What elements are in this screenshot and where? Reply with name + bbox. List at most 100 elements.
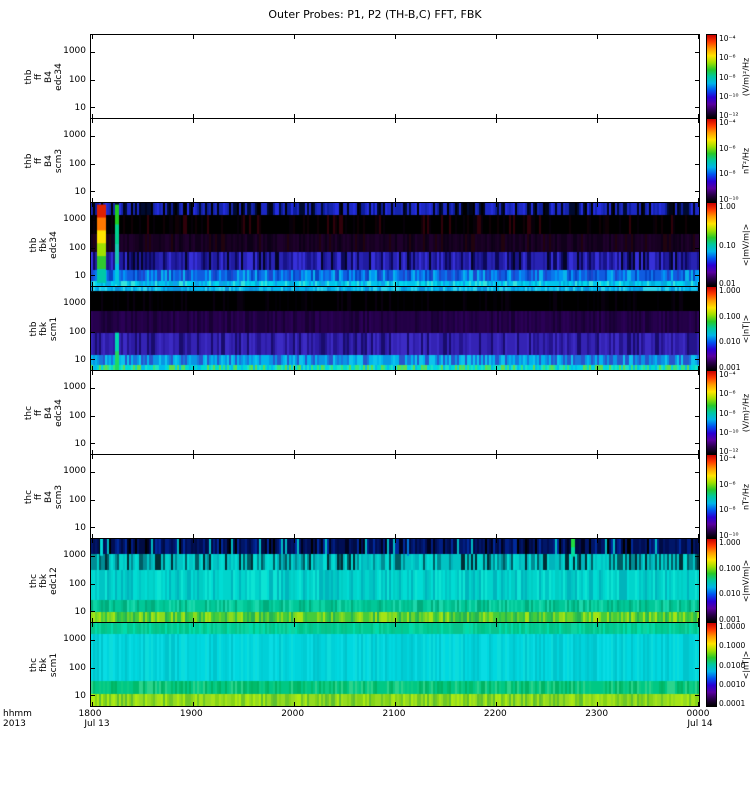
x-axis: 1800 1900 2000 2100 2200 2300 0000 Jul 13 Jul 14: [0, 707, 750, 737]
y-axis-tick: [695, 667, 699, 669]
x-axis-tick: [698, 35, 699, 39]
y-axis-tick: [695, 387, 699, 389]
y-tick-label: 1000: [63, 130, 86, 140]
panel-label: thb fbk scm1: [29, 316, 59, 341]
x-axis-tick: [597, 114, 598, 118]
y-axis-tick: [91, 303, 95, 305]
y-axis-tick: [91, 247, 95, 249]
x-axis-tick: [92, 114, 93, 118]
y-axis-tick: [91, 611, 95, 613]
colorbar-unit-label: nT²/Hz: [741, 147, 750, 174]
colorbar: [706, 538, 717, 623]
y-tick-label: 1000: [63, 46, 86, 56]
x-axis-tick: [496, 366, 497, 370]
colorbar-tick-label: 10⁻⁶: [719, 53, 736, 63]
colorbar-tick-label: 10⁻⁶: [719, 479, 736, 489]
x-axis-tick: [294, 114, 295, 118]
x-axis-tick: [193, 450, 194, 454]
x-axis-tick: [395, 282, 396, 286]
x-axis-tick: [92, 539, 93, 543]
colorbar-tick-label: 10⁻⁸: [719, 72, 736, 82]
x-axis-tick: [395, 618, 396, 622]
colorbar-tick-label: 10⁻⁸: [719, 169, 736, 179]
y-tick-label: 1000: [63, 214, 86, 224]
x-axis-tick: [698, 114, 699, 118]
panel-row-thc-ff-B4-scm3: thc ff B4 scm3 1000 100 10 10⁻⁴ 10⁻⁶ 10⁻⁸ 10⁻¹⁰…: [0, 454, 750, 540]
spectrogram-thb-fbk-scm1: [91, 287, 699, 370]
x-tick-label: 2100: [382, 709, 406, 719]
x-axis-tick: [193, 287, 194, 291]
colorbar: [706, 454, 717, 539]
spectrogram-thc-fbk-edc12: [91, 539, 699, 622]
x-axis-tick: [597, 287, 598, 291]
y-tick-label: 100: [68, 74, 86, 85]
colorbar-tick-label: 0.01: [719, 279, 736, 288]
y-tick-label: 100: [68, 662, 86, 673]
y-tick-label: 10: [74, 270, 86, 281]
x-axis-format-label: hhmm: [3, 709, 32, 719]
y-tick-label: 100: [68, 410, 86, 421]
y-axis-tick: [91, 331, 95, 333]
y-axis-tick: [91, 583, 95, 585]
x-axis-tick: [92, 198, 93, 202]
x-axis-tick: [597, 618, 598, 622]
x-axis-tick: [597, 366, 598, 370]
x-axis-tick: [496, 198, 497, 202]
x-axis-tick: [294, 282, 295, 286]
x-axis-tick: [496, 618, 497, 622]
x-axis-tick: [395, 371, 396, 375]
colorbar-tick-label: 0.0100: [719, 660, 746, 670]
colorbar-tick-label: 0.100: [719, 563, 741, 573]
y-tick-label: 1000: [63, 298, 86, 308]
x-axis-tick: [698, 450, 699, 454]
x-axis-tick: [395, 455, 396, 459]
colorbar-tick-label: 0.001: [719, 615, 741, 624]
y-axis-tick: [91, 471, 95, 473]
y-axis-tick: [695, 303, 699, 305]
x-axis-tick: [496, 282, 497, 286]
x-axis-tick: [698, 623, 699, 627]
y-tick-label: 10: [74, 354, 86, 365]
y-tick-label: 100: [68, 326, 86, 337]
x-axis-tick: [496, 287, 497, 291]
y-axis-tick: [695, 359, 699, 361]
x-axis-tick: [395, 366, 396, 370]
y-tick-label: 10: [74, 522, 86, 533]
colorbar: [706, 370, 717, 455]
x-axis-tick: [496, 450, 497, 454]
y-axis-tick: [695, 219, 699, 221]
y-axis-tick: [695, 527, 699, 529]
x-axis-tick: [395, 623, 396, 627]
y-tick-label: 10: [74, 438, 86, 449]
y-axis-tick: [695, 443, 699, 445]
x-axis-tick: [395, 287, 396, 291]
colorbar-tick-label: 10⁻⁴: [719, 370, 736, 379]
y-axis-tick: [91, 359, 95, 361]
x-axis-tick: [92, 702, 93, 706]
x-axis-tick: [193, 198, 194, 202]
y-axis-tick: [695, 555, 699, 557]
x-axis-tick: [597, 534, 598, 538]
x-axis-tick: [395, 203, 396, 207]
colorbar-tick-label: 1.000: [719, 538, 741, 547]
x-axis-tick: [193, 371, 194, 375]
y-axis-tick: [91, 639, 95, 641]
colorbar-tick-label: 10⁻¹⁰: [719, 195, 739, 204]
x-axis-tick: [395, 539, 396, 543]
panel-row-thb-fbk-scm1: thb fbk scm1 1000 100 10 1.000 0.100 0.010 0.00…: [0, 286, 750, 372]
y-axis-tick: [91, 387, 95, 389]
colorbar-tick-label: 10⁻⁴: [719, 118, 736, 127]
y-tick-label: 100: [68, 242, 86, 253]
plot-box: [90, 454, 700, 539]
colorbar-tick-label: 0.010: [719, 337, 741, 347]
y-axis-tick: [91, 499, 95, 501]
colorbar: [706, 622, 717, 707]
colorbar-tick-label: 10⁻¹⁰: [719, 427, 739, 437]
colorbar-tick-label: 10⁻¹⁰: [719, 531, 739, 540]
plot-title: Outer Probes: P1, P2 (TH-B,C) FFT, FBK: [268, 8, 482, 21]
plot-box: [90, 370, 700, 455]
x-tick-label: 2000: [281, 709, 305, 719]
colorbar-tick-label: 10⁻⁶: [719, 143, 736, 153]
panel-row-thc-ff-B4-edc34: thc ff B4 edc34 1000 100 10 10⁻⁴ 10⁻⁶ 10⁻⁸ 10⁻¹…: [0, 370, 750, 456]
